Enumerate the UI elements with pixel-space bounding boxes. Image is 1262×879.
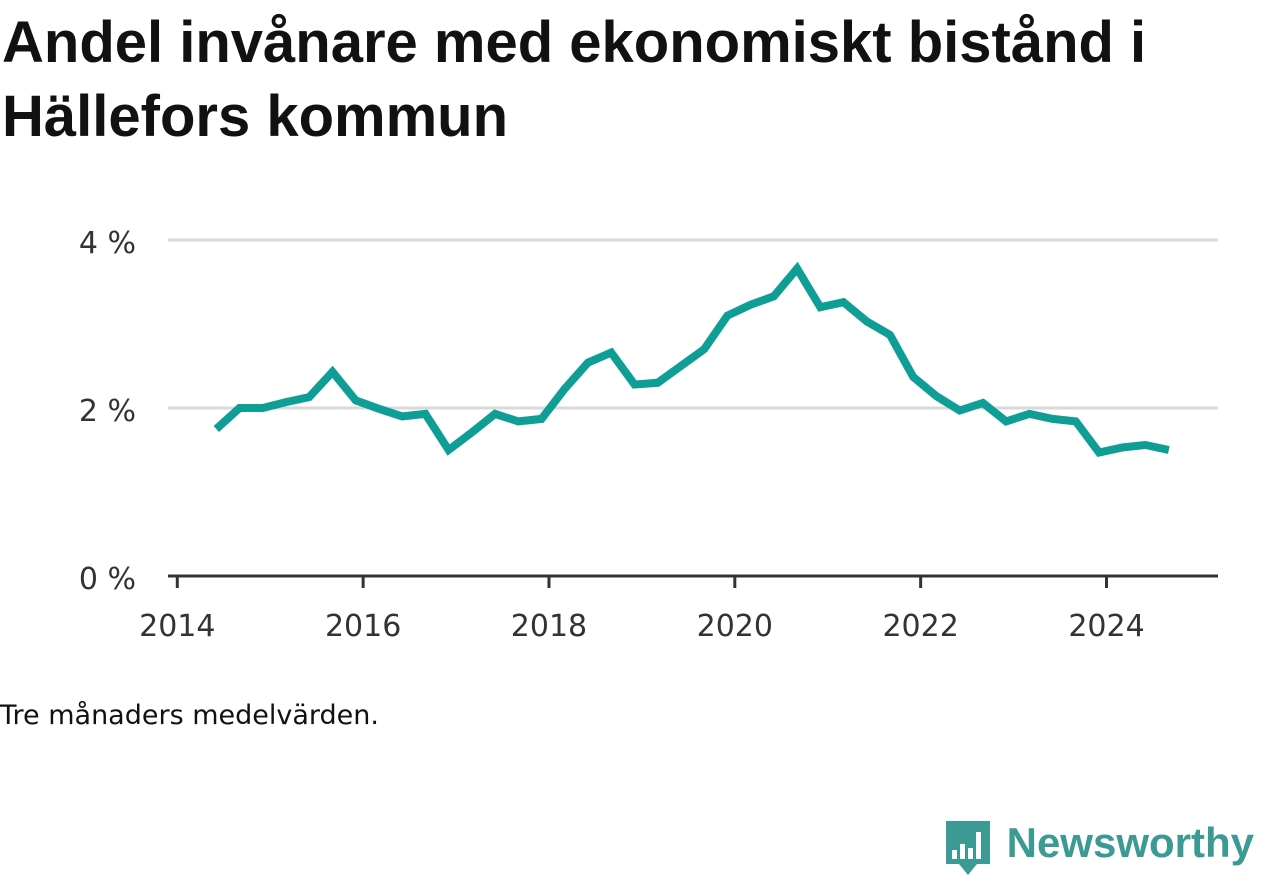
chart-title: Andel invånare med ekonomiskt bistånd i …	[2, 10, 1147, 149]
x-tick-label: 2016	[325, 609, 401, 644]
bar-chart-speech-bubble-icon	[945, 821, 990, 875]
series-line	[213, 261, 1170, 457]
line-chart: 0 % 2 % 4 % 2014 2016 2018 2020 2022 2024	[79, 226, 1218, 644]
y-tick-label: 4 %	[79, 226, 136, 261]
x-axis-ticks: 2014 2016 2018 2020 2022 2024	[139, 576, 1145, 644]
x-tick-label: 2020	[697, 609, 773, 644]
series-layer	[213, 261, 1170, 457]
y-axis-ticks: 0 % 2 % 4 %	[79, 226, 136, 597]
x-tick-label: 2018	[511, 609, 587, 644]
x-tick-label: 2024	[1068, 609, 1144, 644]
brand-name: Newsworthy	[1006, 819, 1254, 866]
chart-note: Tre månaders medelvärden.	[0, 700, 379, 731]
brand-logo: Newsworthy	[943, 818, 1254, 878]
x-tick-label: 2022	[882, 609, 958, 644]
y-tick-label: 0 %	[79, 562, 136, 597]
x-tick-label: 2014	[139, 609, 215, 644]
y-tick-label: 2 %	[79, 394, 136, 429]
gridlines	[168, 238, 1218, 410]
